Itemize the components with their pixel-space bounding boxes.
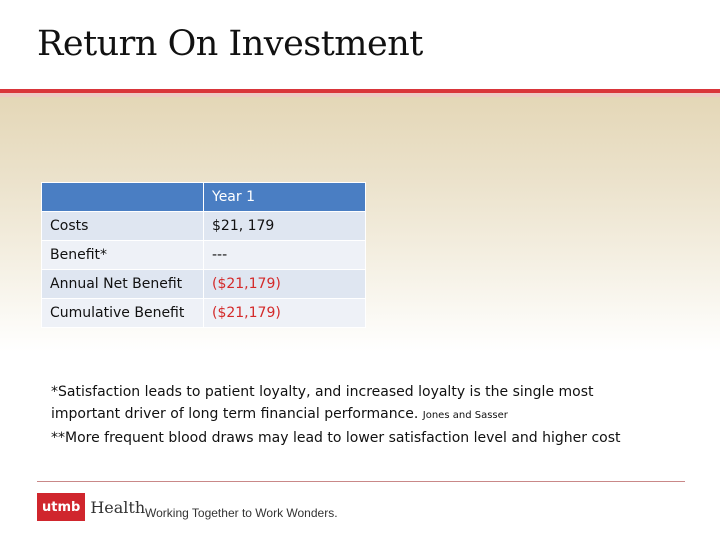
row-label: Costs xyxy=(41,211,204,241)
footer-tagline: Working Together to Work Wonders. xyxy=(145,506,338,520)
row-label: Benefit* xyxy=(41,240,204,270)
footnote-citation: Jones and Sasser xyxy=(422,410,508,421)
table-header-row: Year 1 xyxy=(41,182,366,212)
title-divider xyxy=(0,89,720,93)
row-label: Annual Net Benefit xyxy=(41,269,204,299)
roi-table: Year 1 Costs $21, 179 Benefit* --- Annua… xyxy=(41,182,366,328)
row-value: --- xyxy=(203,240,366,270)
header-cell-label xyxy=(41,182,204,212)
title-divider-accent xyxy=(0,93,720,97)
table-row: Annual Net Benefit ($21,179) xyxy=(41,269,366,299)
logo-badge: utmb xyxy=(37,493,86,521)
footnote-blood-draws: **More frequent blood draws may lead to … xyxy=(51,430,621,446)
table-row: Benefit* --- xyxy=(41,240,366,270)
logo-text: Health xyxy=(90,497,146,517)
footer-divider xyxy=(37,481,685,482)
row-label: Cumulative Benefit xyxy=(41,298,204,328)
table-row: Costs $21, 179 xyxy=(41,211,366,241)
footnote-satisfaction: *Satisfaction leads to patient loyalty, … xyxy=(51,384,594,422)
utmb-health-logo: utmb Health xyxy=(37,493,145,521)
row-value: ($21,179) xyxy=(203,269,366,299)
table-row: Cumulative Benefit ($21,179) xyxy=(41,298,366,328)
header-cell-year: Year 1 xyxy=(203,182,366,212)
row-value: $21, 179 xyxy=(203,211,366,241)
slide-title: Return On Investment xyxy=(37,24,423,64)
footnotes: *Satisfaction leads to patient loyalty, … xyxy=(51,381,651,449)
row-value: ($21,179) xyxy=(203,298,366,328)
